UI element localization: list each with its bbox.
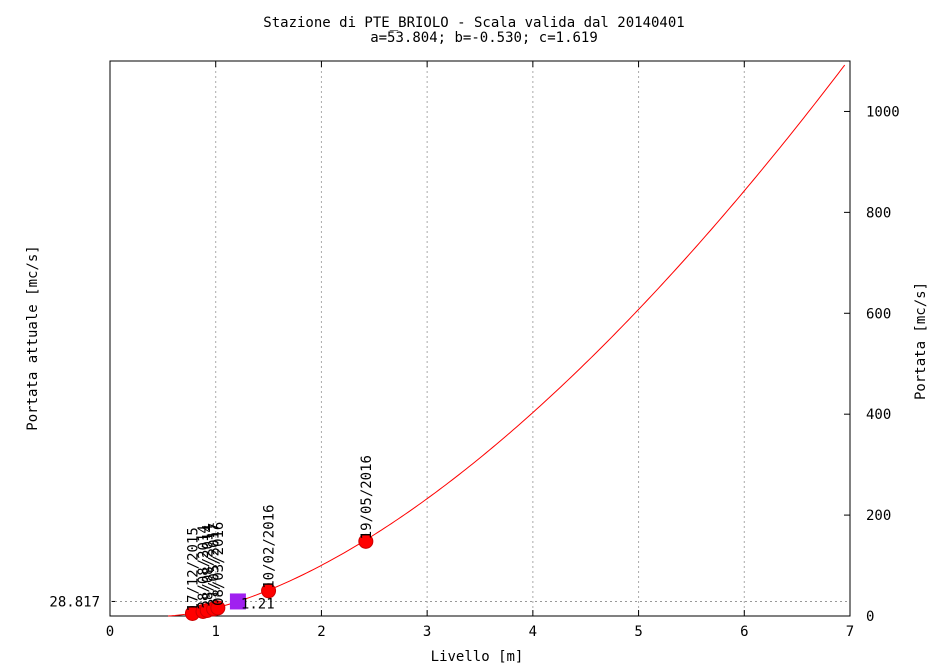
- chart-title: Stazione di PTE_BRIOLO - Scala valida da…: [263, 15, 684, 31]
- y-right-tick-label: 0: [866, 609, 874, 625]
- y-right-tick-label: 800: [866, 205, 891, 221]
- measurement-date-label: 08/03/2016: [211, 522, 227, 606]
- x-axis-label: Livello [m]: [431, 649, 524, 665]
- measurement-point: [261, 583, 277, 599]
- measurement-date-label: 19/05/2016: [359, 455, 375, 539]
- current-flow-tick-label: 28.817: [49, 594, 100, 610]
- measurement-date-label: 10/02/2016: [262, 504, 278, 588]
- y-axis-left-label: Portata attuale [mc/s]: [25, 245, 41, 430]
- rating-curve-line: [168, 64, 846, 617]
- x-tick-label: 3: [423, 624, 431, 640]
- x-tick-label: 6: [740, 624, 748, 640]
- x-tick-label: 1: [211, 624, 219, 640]
- y-right-tick-label: 400: [866, 407, 891, 423]
- y-right-tick-label: 600: [866, 306, 891, 322]
- y-axis-right-label: Portata [mc/s]: [913, 282, 929, 400]
- measurement-point: [358, 533, 374, 549]
- measurement-date-label: 28/08/2014: [200, 524, 216, 608]
- x-tick-label: 4: [529, 624, 537, 640]
- measurement-point: [210, 600, 226, 616]
- chart-subtitle: a=53.804; b=-0.530; c=1.619: [370, 30, 598, 46]
- measurement-date-label: 28/08/2014: [196, 525, 212, 609]
- plot-frame: [109, 60, 851, 617]
- x-tick-label: 5: [634, 624, 642, 640]
- current-level-label: 1.21: [241, 596, 275, 612]
- x-tick-label: 0: [106, 624, 114, 640]
- x-tick-label: 7: [846, 624, 854, 640]
- measurement-date-label: 17/12/2015: [185, 527, 201, 611]
- measurement-date-label: 31/05/2017: [207, 523, 223, 607]
- x-tick-label: 2: [317, 624, 325, 640]
- measurement-points-layer: 17/12/201528/08/201428/08/201431/05/2017…: [184, 455, 375, 621]
- y-right-tick-label: 1000: [866, 104, 900, 120]
- current-level-marker: [229, 593, 246, 610]
- y-right-tick-label: 200: [866, 508, 891, 524]
- grid-layer: [215, 61, 745, 616]
